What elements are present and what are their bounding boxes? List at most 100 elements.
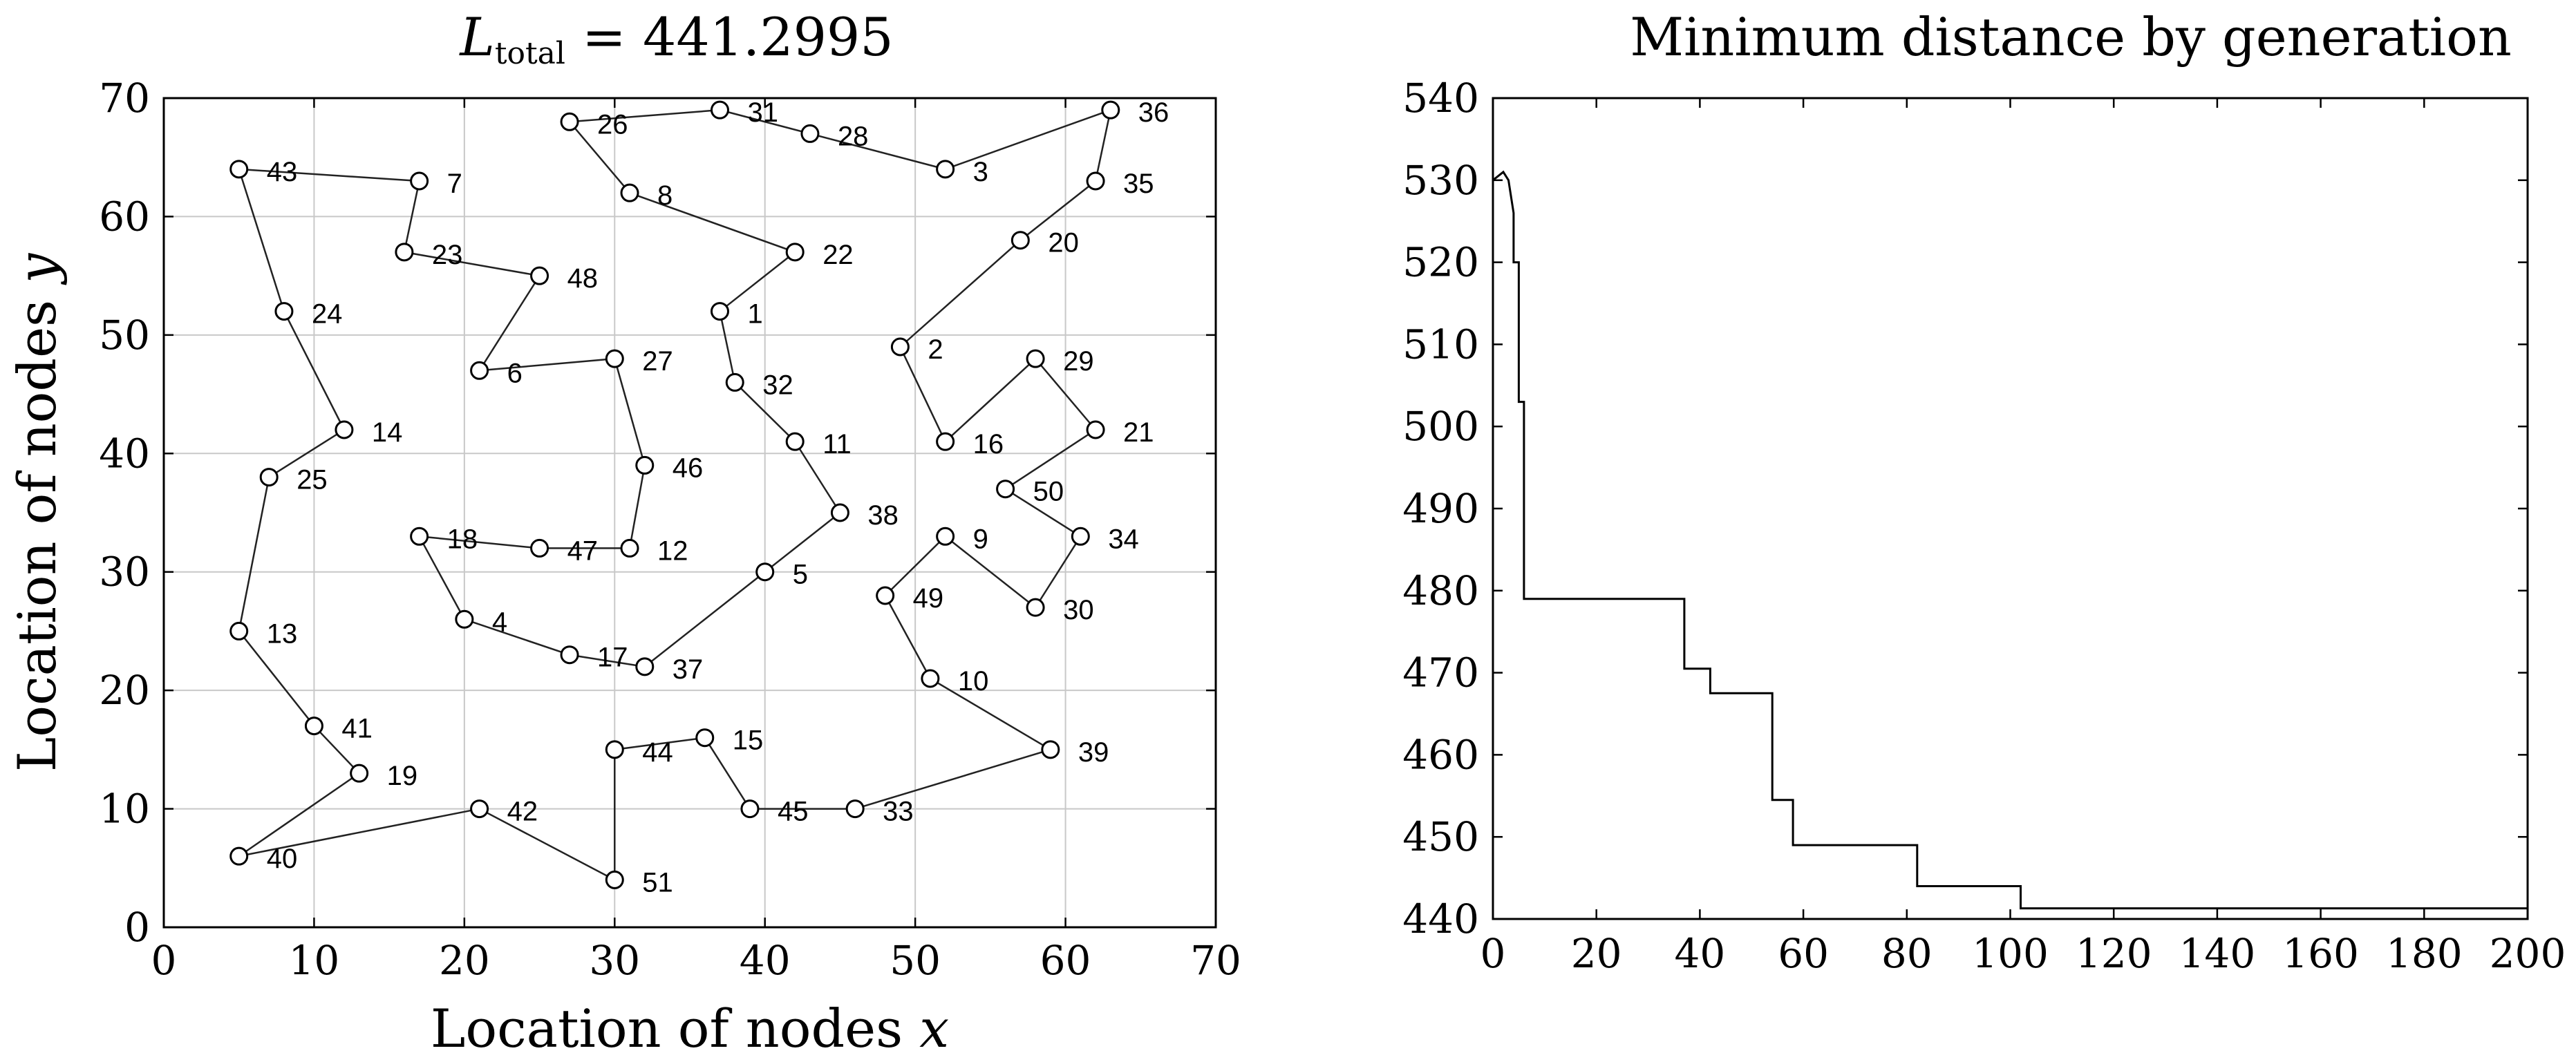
route-chart-frame: [162, 97, 1217, 929]
route-node-label: 16: [973, 429, 1004, 459]
route-segment: [238, 772, 360, 857]
route-y-tick-label: 70: [99, 75, 150, 122]
route-node-marker: [530, 538, 549, 558]
route-segment: [734, 381, 796, 443]
route-node-label: 42: [507, 797, 538, 827]
route-node-label: 50: [1033, 477, 1064, 507]
distance-y-tick-label: 500: [1402, 403, 1479, 450]
route-node-label: 18: [447, 524, 478, 554]
route-node-marker: [350, 764, 369, 783]
route-node-label: 33: [883, 797, 914, 827]
route-segment: [614, 737, 705, 751]
route-node-label: 4: [492, 607, 507, 637]
route-segment: [764, 512, 841, 573]
route-x-tick-label: 0: [151, 937, 177, 984]
route-node-label: 43: [267, 157, 298, 187]
route-node-marker: [740, 799, 760, 819]
route-segment: [944, 358, 1036, 443]
route-segment: [1035, 358, 1097, 430]
route-node-marker: [410, 171, 429, 191]
route-y-tick-label: 10: [99, 786, 150, 833]
route-y-tick-label: 0: [124, 904, 150, 951]
route-segment: [283, 311, 346, 430]
route-node-label: 15: [733, 726, 764, 756]
route-node-label: 6: [507, 358, 523, 388]
distance-y-tick-label: 530: [1402, 157, 1479, 204]
route-node-marker: [304, 717, 323, 736]
route-node-marker: [921, 669, 940, 688]
route-node-label: 49: [913, 583, 944, 614]
route-y-tick-label: 50: [99, 312, 150, 359]
route-segment: [720, 108, 811, 135]
route-node-label: 44: [642, 737, 673, 768]
route-segment: [569, 108, 720, 123]
route-segment: [1094, 109, 1112, 182]
distance-chart: Minimum distance by generation 0 20 40 60 80…: [1402, 6, 2566, 977]
route-node-marker: [560, 112, 579, 131]
route-segment: [1004, 488, 1081, 538]
route-node-label: 27: [642, 346, 673, 377]
route-node-marker: [695, 728, 715, 748]
route-segment: [238, 169, 285, 312]
route-node-label: 47: [567, 535, 599, 566]
route-node-label: 28: [838, 121, 869, 151]
route-node-label: 9: [973, 524, 988, 554]
route-node-marker: [635, 455, 655, 475]
route-node-label: 35: [1123, 169, 1154, 199]
distance-x-tick-label: 120: [2076, 930, 2152, 977]
route-node-label: 37: [673, 654, 704, 685]
route-segment: [238, 168, 420, 182]
route-node-marker: [229, 160, 249, 179]
route-segment: [268, 428, 345, 478]
route-chart-title: Ltotal = 441.2995: [458, 6, 893, 71]
route-node-label: 30: [1063, 595, 1094, 625]
route-node-label: 36: [1138, 97, 1169, 128]
route-node-marker: [259, 468, 279, 487]
route-segment: [238, 808, 480, 857]
route-node-marker: [1071, 527, 1090, 546]
route-chart-ticks: [162, 97, 1217, 929]
route-node-marker: [755, 562, 775, 582]
route-node-marker: [1101, 100, 1120, 120]
route-segment: [809, 133, 946, 171]
distance-y-tick-label: 540: [1402, 75, 1479, 122]
distance-x-tick-label: 80: [1881, 930, 1933, 977]
route-node-label: 17: [597, 643, 628, 673]
distance-x-tick-label: 0: [1480, 930, 1506, 977]
distance-y-tick-label: 460: [1402, 731, 1479, 778]
route-node-label: 7: [447, 169, 462, 199]
route-segment: [899, 239, 1022, 348]
route-segment: [614, 358, 646, 466]
route-segment: [1004, 428, 1096, 490]
route-node-label: 3: [973, 157, 988, 187]
route-segment: [479, 357, 615, 372]
distance-y-tick-label: 510: [1402, 321, 1479, 368]
route-segment: [794, 441, 841, 513]
distance-x-tick-label: 140: [2179, 930, 2256, 977]
route-node-marker: [229, 621, 249, 641]
route-segment: [899, 346, 946, 442]
route-node-marker: [936, 527, 955, 546]
route-chart-y-axis-label: Location of nodes y: [6, 253, 68, 772]
route-segment: [945, 108, 1111, 171]
distance-x-tick-label: 60: [1778, 930, 1829, 977]
route-segment: [403, 180, 420, 253]
route-node-label: 41: [341, 714, 373, 744]
route-node-marker: [876, 586, 895, 605]
route-node-marker: [1086, 420, 1105, 439]
route-node-marker: [845, 799, 865, 819]
route-node-marker: [1010, 231, 1030, 250]
route-segment: [719, 251, 796, 312]
route-chart-x-tick-labels: 0 10 20 30 40 50 60 70: [151, 937, 1241, 984]
route-node-marker: [470, 799, 489, 819]
route-node-marker: [470, 361, 489, 380]
route-x-tick-label: 40: [740, 937, 791, 984]
route-segment: [478, 275, 540, 371]
route-node-label: 23: [432, 240, 463, 270]
route-segment: [884, 535, 946, 596]
route-node-marker: [936, 160, 955, 179]
route-node-label: 19: [387, 761, 418, 791]
route-segment: [418, 535, 465, 620]
route-node-marker: [710, 302, 729, 321]
